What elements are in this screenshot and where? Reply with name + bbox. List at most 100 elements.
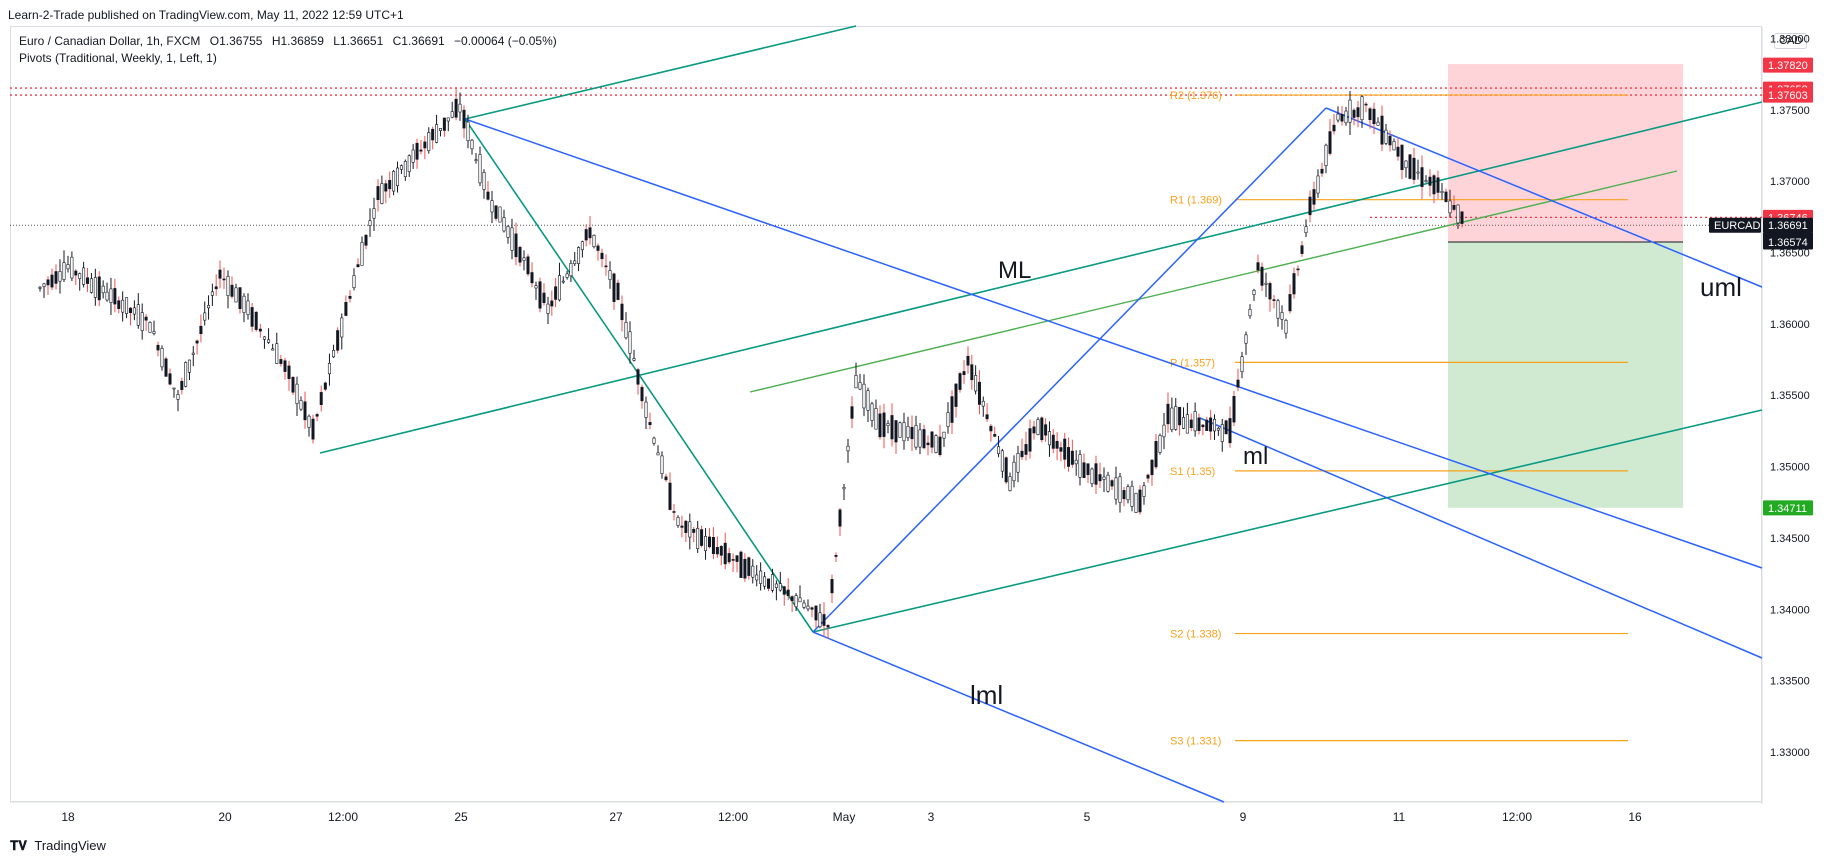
candle-body xyxy=(226,276,230,296)
candle-body xyxy=(763,576,767,587)
candle-body xyxy=(934,435,938,453)
x-tick-label: May xyxy=(833,810,856,824)
candle-body xyxy=(894,420,898,443)
candle-body xyxy=(1280,312,1284,320)
candle-body xyxy=(442,117,446,131)
trend-line xyxy=(319,101,1763,454)
price-tag-bg xyxy=(1763,87,1813,103)
candle-body xyxy=(275,343,279,364)
candle-body xyxy=(1150,459,1154,476)
candle-body xyxy=(407,155,411,172)
candle-body xyxy=(319,392,323,406)
candle-body xyxy=(588,227,592,239)
candle-body xyxy=(152,331,156,334)
candle-body xyxy=(125,297,129,314)
candle-body xyxy=(676,517,680,526)
candle-body xyxy=(1178,406,1182,426)
candle-body xyxy=(70,256,74,279)
candle-body xyxy=(323,382,327,390)
candle-body xyxy=(1114,477,1118,500)
candle-body xyxy=(530,272,534,284)
candle-body xyxy=(1142,485,1146,497)
candle-body xyxy=(54,271,58,284)
candle-body xyxy=(534,285,538,289)
candle-body xyxy=(565,273,569,278)
candle-body xyxy=(1012,461,1016,482)
x-tick-label: 9 xyxy=(1240,810,1247,824)
candle-body xyxy=(168,373,172,385)
candle-body xyxy=(1456,204,1460,224)
price-tag-bg xyxy=(1763,57,1813,73)
candle-body xyxy=(854,375,858,389)
candle-body xyxy=(1384,129,1388,144)
candle-body xyxy=(1328,131,1332,154)
candle-body xyxy=(557,275,561,301)
trend-line xyxy=(812,409,1763,633)
candle-body xyxy=(392,171,396,192)
candle-body xyxy=(962,371,966,376)
candle-body xyxy=(596,245,600,251)
candle-body xyxy=(1248,309,1252,317)
candle-body xyxy=(711,537,715,555)
trend-line xyxy=(1325,107,1763,288)
candle-body xyxy=(1276,300,1280,319)
candle-body xyxy=(1244,334,1248,344)
price-tag-label: 1.36574 xyxy=(1768,237,1808,249)
candle-body xyxy=(922,429,926,449)
candle-body xyxy=(1094,463,1098,485)
candle-body xyxy=(1232,396,1236,423)
candle-body xyxy=(1078,454,1082,478)
candle-body xyxy=(1460,211,1464,224)
candle-body xyxy=(1324,144,1328,166)
candle-body xyxy=(1348,99,1352,123)
candle-body xyxy=(700,529,704,546)
candle-body xyxy=(427,132,431,152)
candle-body xyxy=(1448,200,1452,214)
indicator-legend[interactable]: Pivots (Traditional, Weekly, 1, Left, 1) xyxy=(19,51,217,65)
candle-body xyxy=(1436,177,1440,193)
candle-body xyxy=(1110,480,1114,487)
candle-body xyxy=(727,553,731,563)
candle-body xyxy=(58,271,62,282)
candle-body xyxy=(561,280,565,283)
candle-body xyxy=(878,413,882,438)
candle-body xyxy=(230,284,234,297)
candle-body xyxy=(914,425,918,448)
candle-body xyxy=(311,418,315,440)
x-tick-label: 20 xyxy=(218,810,232,824)
candle-body xyxy=(1316,175,1320,194)
candle-body xyxy=(628,331,632,354)
candle-body xyxy=(981,400,985,407)
candle-body xyxy=(1146,474,1150,479)
candle-body xyxy=(1182,417,1186,429)
candle-body xyxy=(1360,96,1364,121)
candle-body xyxy=(818,612,822,628)
candle-body xyxy=(715,546,719,555)
candle-body xyxy=(1268,283,1272,300)
candle-body xyxy=(997,446,1001,454)
currency-badge[interactable]: CAD xyxy=(1774,33,1808,49)
candle-body xyxy=(1376,121,1380,126)
candle-body xyxy=(396,167,400,187)
pivot-label: P (1.357) xyxy=(1170,357,1215,369)
ohlc-close: C1.36691 xyxy=(392,34,445,48)
candle-body xyxy=(719,545,723,556)
candle-body xyxy=(1236,379,1240,388)
symbol-title[interactable]: Euro / Canadian Dollar, 1h, FXCM xyxy=(19,34,201,48)
candle-body xyxy=(1205,419,1209,431)
candle-body xyxy=(688,521,692,538)
candle-body xyxy=(735,555,739,562)
trend-line xyxy=(464,118,641,377)
candle-body xyxy=(1059,447,1063,452)
tradingview-icon: 𝐓𝐕 xyxy=(10,838,27,853)
candle-body xyxy=(1256,262,1260,271)
price-tag-label: 1.34711 xyxy=(1768,503,1807,515)
candle-body xyxy=(1209,417,1213,432)
candle-body xyxy=(1185,414,1189,434)
candle-body xyxy=(1336,113,1340,121)
candle-body xyxy=(644,401,648,418)
candle-body xyxy=(550,300,554,307)
candle-body xyxy=(862,383,866,409)
tradingview-logo[interactable]: 𝐓𝐕 TradingView xyxy=(10,838,106,854)
